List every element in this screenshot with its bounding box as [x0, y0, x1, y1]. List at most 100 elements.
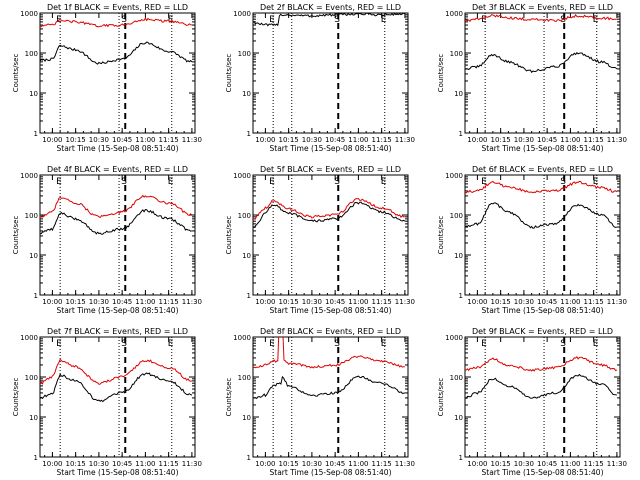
- events-series-line: [253, 375, 406, 400]
- marker-letter: E: [381, 15, 387, 25]
- x-tick-label: 10:00: [255, 460, 275, 468]
- x-tick-label: 10:30: [514, 298, 534, 306]
- series-group: [40, 17, 193, 65]
- x-tick-label: 10:00: [467, 460, 487, 468]
- detector-panel: Det 1f BLACK = Events, RED = LLD 1 10 100 10…: [12, 3, 202, 153]
- lld-series-line: [465, 14, 617, 23]
- marker-letter: S: [121, 15, 127, 25]
- series-group: [40, 194, 193, 235]
- x-tick-label: 11:30: [395, 298, 415, 306]
- lld-series-line: [465, 355, 618, 372]
- events-series-line: [465, 373, 618, 399]
- y-axis-label: Counts/sec: [437, 378, 445, 417]
- y-tick-label: 100: [238, 50, 251, 58]
- x-tick-label: 10:30: [89, 136, 109, 144]
- x-tick-label: 10:30: [302, 298, 322, 306]
- x-axis-label: Start Time (15-Sep-08 08:51:40): [57, 468, 179, 477]
- marker-letter: S: [560, 177, 566, 187]
- x-tick-label: 11:00: [135, 460, 155, 468]
- y-tick-label: 10: [29, 90, 38, 98]
- y-tick-label: 1: [34, 454, 38, 462]
- marker-letter: S: [560, 15, 566, 25]
- y-tick-label: 100: [450, 50, 463, 58]
- marker-letter: E: [168, 177, 174, 187]
- x-tick-label: 11:00: [560, 460, 580, 468]
- x-tick-label: 10:45: [325, 460, 345, 468]
- y-axis-label: Counts/sec: [12, 54, 20, 93]
- x-tick-label: 10:30: [89, 298, 109, 306]
- events-series-line: [253, 13, 406, 27]
- lld-series-line: [465, 180, 618, 194]
- x-tick-label: 10:45: [325, 298, 345, 306]
- y-tick-label: 100: [450, 374, 463, 382]
- series-group: [465, 180, 618, 229]
- y-axis-label: Counts/sec: [12, 378, 20, 417]
- x-tick-label: 11:15: [584, 460, 604, 468]
- x-tick-label: 10:15: [491, 298, 511, 306]
- marker-letter: S: [334, 15, 340, 25]
- y-tick-label: 100: [25, 50, 38, 58]
- x-tick-label: 10:30: [302, 460, 322, 468]
- events-series-line: [253, 201, 406, 229]
- x-tick-label: 11:00: [348, 298, 368, 306]
- x-tick-label: 11:15: [584, 136, 604, 144]
- x-tick-label: 10:45: [537, 136, 557, 144]
- x-tick-label: 11:30: [182, 136, 202, 144]
- events-series-line: [465, 51, 618, 74]
- series-group: [465, 14, 618, 74]
- y-tick-label: 10: [454, 252, 463, 260]
- x-tick-label: 10:00: [255, 136, 275, 144]
- marker-letter: E: [593, 177, 599, 187]
- series-group: [40, 358, 193, 403]
- x-tick-label: 11:15: [584, 298, 604, 306]
- marker-letter: E: [593, 339, 599, 349]
- y-axis-label: Counts/sec: [225, 378, 233, 417]
- detector-panel: Det 7f BLACK = Events, RED = LLD 1 10 100 10…: [12, 327, 202, 477]
- x-tick-label: 10:00: [255, 298, 275, 306]
- x-tick-label: 11:15: [159, 136, 179, 144]
- plot-frame: [39, 12, 196, 134]
- x-tick-label: 10:00: [467, 298, 487, 306]
- x-tick-label: 11:00: [348, 136, 368, 144]
- y-tick-label: 1000: [20, 334, 38, 342]
- x-tick-label: 10:00: [42, 460, 62, 468]
- x-tick-label: 11:00: [560, 136, 580, 144]
- marker-letter: E: [381, 339, 387, 349]
- x-tick-label: 10:15: [279, 460, 299, 468]
- y-tick-label: 100: [238, 212, 251, 220]
- y-tick-label: 1: [459, 454, 463, 462]
- x-tick-label: 10:00: [42, 298, 62, 306]
- marker-letter: E: [269, 15, 275, 25]
- plot-frame: [464, 336, 621, 458]
- panel-title: Det 8f BLACK = Events, RED = LLD: [260, 327, 401, 336]
- x-tick-label: 10:15: [491, 136, 511, 144]
- marker-letter: E: [481, 177, 487, 187]
- detector-panel: Det 5f BLACK = Events, RED = LLD 1 10 100 10…: [225, 165, 415, 315]
- x-tick-label: 11:30: [395, 136, 415, 144]
- x-tick-label: 11:30: [182, 298, 202, 306]
- marker-letter: S: [334, 339, 340, 349]
- y-tick-label: 100: [238, 374, 251, 382]
- y-tick-label: 1000: [445, 10, 463, 18]
- y-tick-label: 1000: [20, 10, 38, 18]
- detector-panel: Det 9f BLACK = Events, RED = LLD 1 10 100 10…: [437, 327, 627, 477]
- plot-frame: [252, 336, 409, 458]
- marker-letter: S: [121, 339, 127, 349]
- plot-frame: [39, 336, 196, 458]
- y-tick-label: 1000: [445, 334, 463, 342]
- x-tick-label: 10:30: [514, 460, 534, 468]
- detector-panel: Det 6f BLACK = Events, RED = LLD 1 10 100 10…: [437, 165, 627, 315]
- marker-letter: S: [560, 339, 566, 349]
- x-tick-label: 10:15: [66, 460, 86, 468]
- detector-panel: Det 2f BLACK = Events, RED = LLD 1 10 100 10…: [225, 3, 415, 153]
- x-tick-label: 11:00: [135, 136, 155, 144]
- y-tick-label: 10: [454, 414, 463, 422]
- plot-frame: [39, 174, 196, 296]
- events-series-line: [465, 202, 618, 229]
- marker-letter: S: [334, 177, 340, 187]
- y-tick-label: 1000: [20, 172, 38, 180]
- x-axis-label: Start Time (15-Sep-08 08:51:40): [270, 144, 392, 153]
- y-axis-label: Counts/sec: [12, 216, 20, 255]
- series-group: [253, 337, 406, 400]
- y-tick-label: 100: [450, 212, 463, 220]
